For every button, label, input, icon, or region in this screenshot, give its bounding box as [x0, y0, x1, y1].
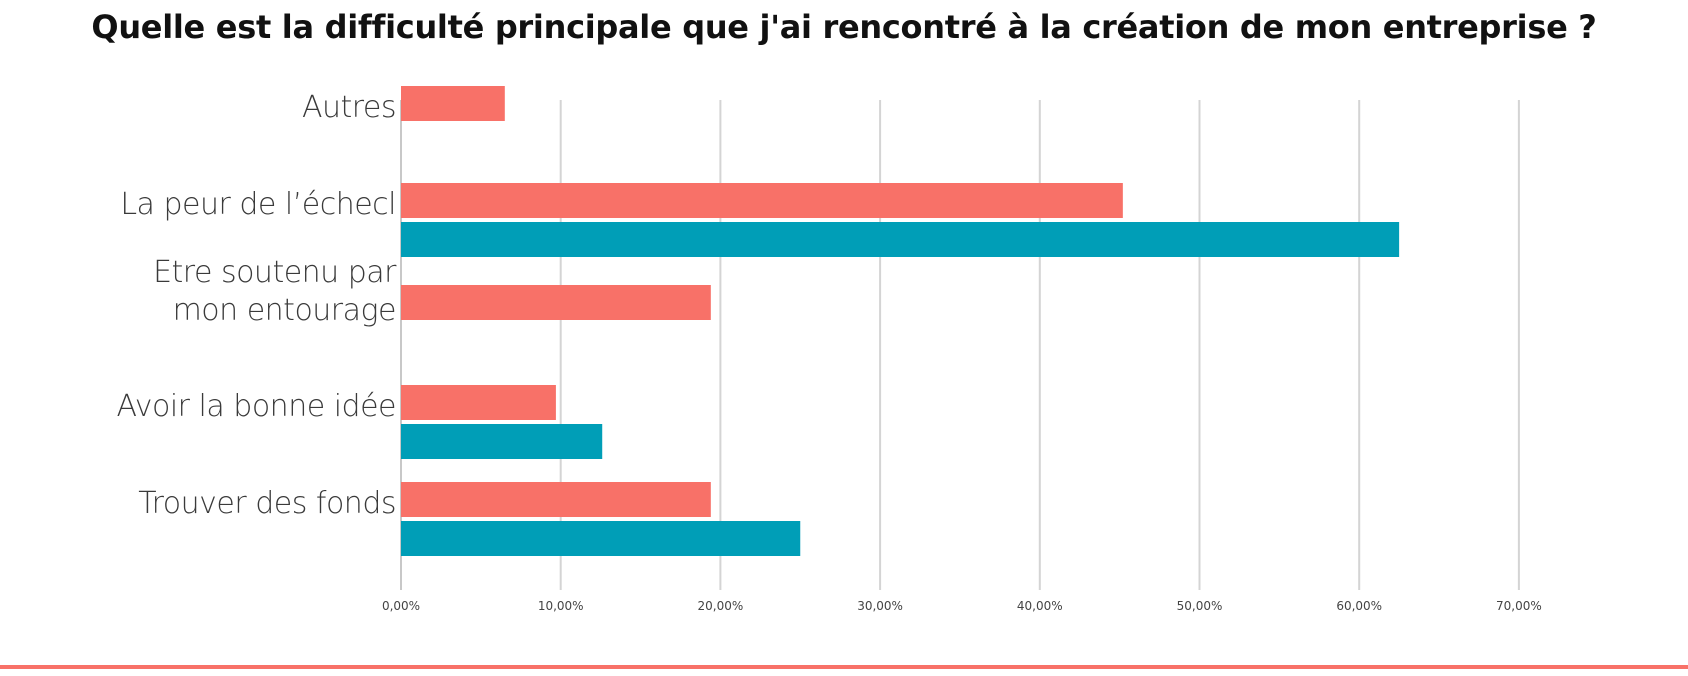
x-tick-label: 20,00% [698, 599, 744, 613]
x-tick-label: 50,00% [1177, 599, 1223, 613]
bar [401, 385, 556, 420]
bar [401, 521, 801, 556]
category-label: La peur de l’échecl [120, 187, 396, 222]
category-label: Etre soutenu par [153, 255, 397, 290]
bar [401, 482, 711, 517]
category-label: mon entourage [173, 293, 396, 328]
category-label: Trouver des fonds [138, 486, 396, 521]
x-tick-label: 0,00% [382, 599, 420, 613]
x-tick-label: 60,00% [1336, 599, 1382, 613]
bar [401, 424, 603, 459]
chart-title: Quelle est la difficulté principale que … [91, 8, 1597, 46]
bar [401, 86, 505, 121]
category-label: Autres [302, 90, 396, 125]
bar [401, 222, 1400, 257]
bar [401, 183, 1123, 218]
x-tick-label: 40,00% [1017, 599, 1063, 613]
x-tick-label: 10,00% [538, 599, 584, 613]
x-tick-label: 30,00% [857, 599, 903, 613]
x-tick-label: 70,00% [1496, 599, 1542, 613]
bar [401, 285, 711, 320]
category-label: Avoir la bonne idée [116, 389, 396, 424]
bottom-accent-rule [0, 665, 1688, 669]
